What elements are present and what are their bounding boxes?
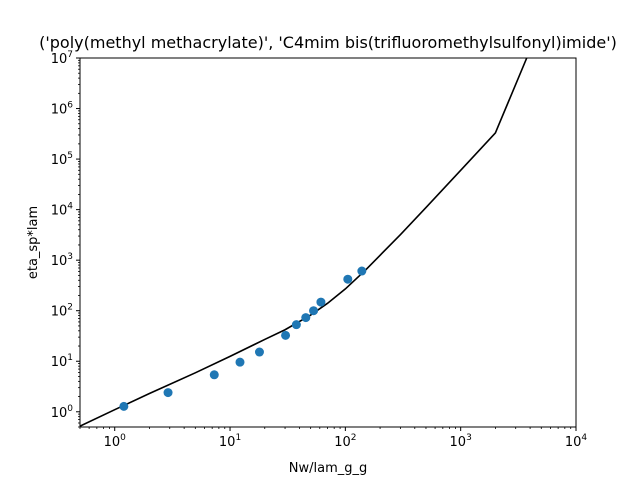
data-point	[209, 370, 219, 380]
data-point	[119, 401, 129, 411]
x-tick-label: 101	[219, 433, 241, 450]
data-point	[291, 320, 301, 330]
y-tick-label: 100	[51, 404, 74, 421]
data-point	[309, 306, 319, 316]
axes-frame	[79, 57, 577, 428]
axis-ticks: 100 101 102 103 104 100 101 102 103 104 105 106 107	[51, 50, 588, 450]
x-axis-label: Nw/lam_g_g	[289, 461, 367, 476]
data-point	[301, 313, 311, 323]
chart-title: ('poly(methyl methacrylate)', 'C4mim bis…	[39, 33, 617, 52]
y-tick-label: 101	[51, 353, 73, 370]
y-tick-label: 105	[51, 151, 73, 168]
data-point	[254, 347, 264, 357]
data-point	[235, 357, 245, 367]
data-point	[357, 266, 367, 276]
y-tick-label: 107	[51, 50, 73, 67]
plot-area	[80, 58, 528, 427]
data-point	[343, 274, 353, 284]
x-tick-label: 102	[334, 433, 356, 450]
y-axis-label: eta_sp*lam	[26, 206, 41, 279]
data-point	[163, 388, 173, 398]
y-tick-label: 104	[51, 202, 74, 219]
fit-curve	[80, 58, 528, 427]
y-tick-label: 106	[51, 101, 74, 118]
data-point	[281, 330, 291, 340]
x-tick-label: 100	[104, 433, 127, 450]
data-point	[316, 297, 326, 307]
y-tick-label: 103	[51, 252, 73, 269]
y-tick-label: 102	[51, 303, 73, 320]
x-tick-label: 104	[565, 433, 588, 450]
x-tick-label: 103	[450, 433, 472, 450]
